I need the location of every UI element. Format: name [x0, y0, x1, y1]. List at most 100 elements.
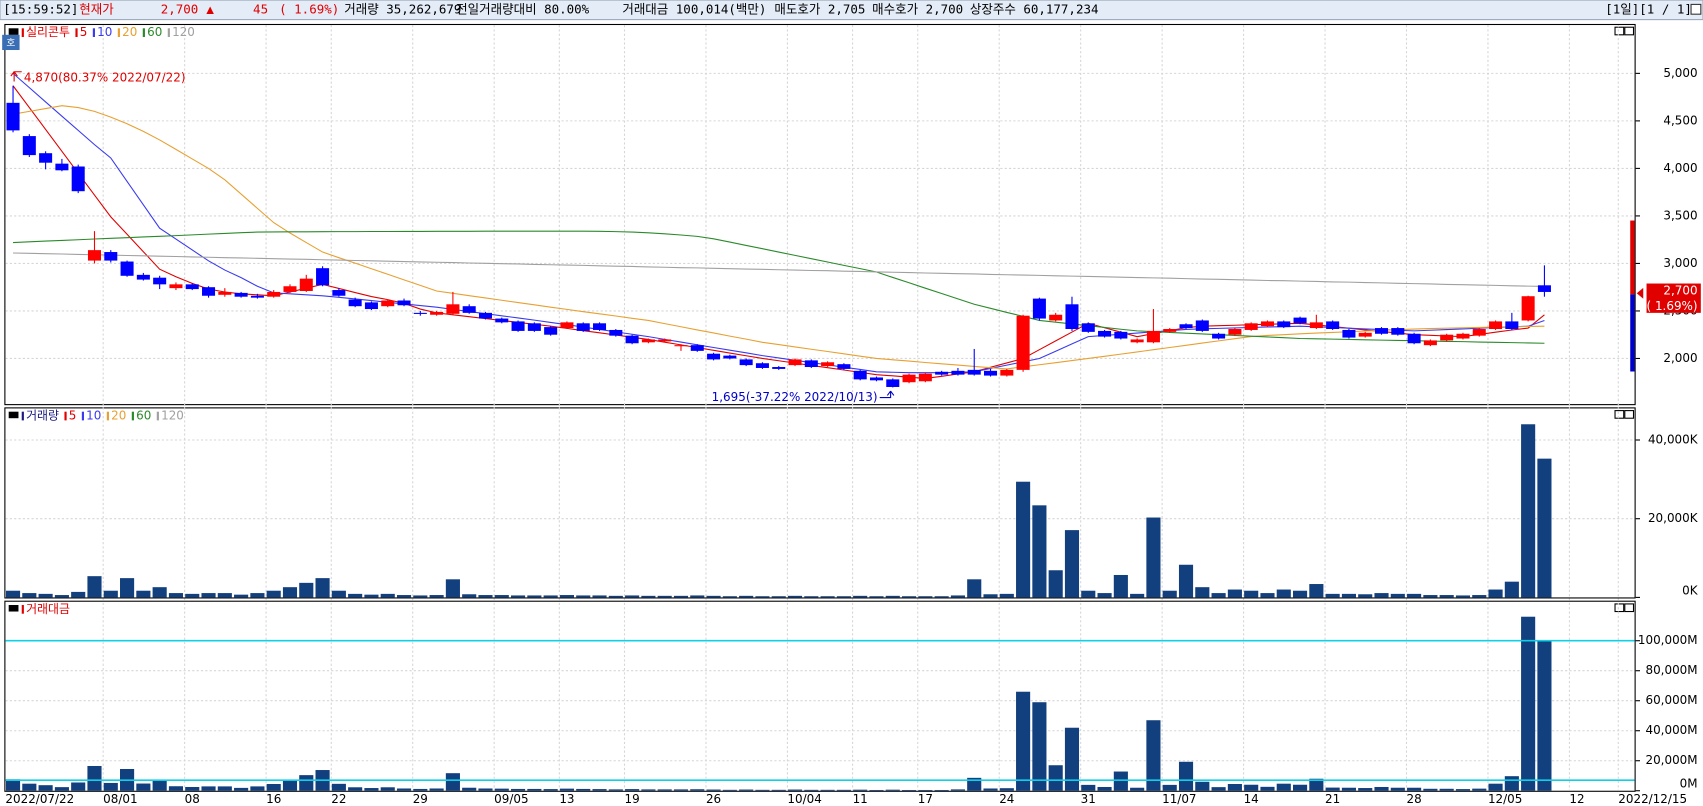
time: [15:59:52]	[3, 1, 78, 16]
candle-body	[1081, 323, 1095, 332]
bar	[266, 783, 281, 791]
price-tag-percent: ( 1.69%)	[1647, 299, 1698, 313]
order-button[interactable]	[2, 34, 20, 51]
candle-body	[511, 321, 525, 331]
y-tick-label: 60,000M	[1645, 693, 1697, 707]
bar	[478, 788, 493, 791]
bar	[934, 596, 949, 598]
bar	[250, 786, 265, 791]
candle-body	[169, 284, 183, 289]
candle-body	[544, 327, 558, 335]
order-button-label[interactable]: 호	[6, 37, 15, 49]
bar	[462, 594, 477, 598]
bar	[429, 788, 444, 791]
window-button[interactable]	[1690, 3, 1702, 15]
y-tick-label: 100,000M	[1638, 633, 1698, 647]
candle-body	[707, 353, 721, 360]
y-tick-label: 20,000M	[1645, 753, 1697, 767]
panel-button[interactable]	[1614, 603, 1625, 613]
bar	[950, 595, 965, 598]
bar	[902, 789, 917, 791]
candle-body	[1163, 329, 1177, 332]
bar	[1244, 590, 1259, 598]
bar	[396, 595, 412, 598]
y-tick-label: 0M	[1680, 777, 1698, 791]
panel-button[interactable]	[1624, 410, 1635, 419]
bar	[413, 595, 428, 598]
bar	[462, 787, 477, 791]
candle-body	[527, 323, 541, 331]
bar	[1358, 594, 1373, 598]
candle-body	[1228, 329, 1242, 335]
x-tick-label: 29	[413, 792, 428, 806]
bar	[1097, 593, 1112, 598]
bar	[739, 595, 754, 598]
bar	[185, 593, 200, 598]
candle-body	[1065, 304, 1079, 330]
bar	[657, 595, 672, 598]
volume-ratio: 전일거래량대비 80.00%	[456, 1, 589, 16]
bar	[722, 596, 737, 598]
legend-marker	[21, 28, 24, 37]
change-percent: ( 1.69%)	[279, 1, 339, 16]
bar	[608, 789, 623, 791]
bar	[1341, 787, 1356, 791]
candle-body	[1016, 315, 1030, 370]
bar	[22, 593, 37, 598]
candle-body	[625, 335, 639, 344]
candle-body	[299, 278, 313, 291]
bar	[950, 789, 965, 791]
legend-label: 10	[97, 25, 112, 39]
bar	[1325, 787, 1340, 791]
y-tick-label: 20,000K	[1648, 511, 1699, 525]
bar	[1423, 595, 1438, 598]
bar	[853, 789, 868, 791]
bar	[87, 576, 102, 598]
legend-marker	[21, 605, 24, 614]
candle-body	[690, 345, 704, 351]
bar	[168, 786, 184, 791]
panel-button[interactable]	[1624, 26, 1635, 36]
legend-label: 60	[136, 409, 151, 423]
panel-button[interactable]	[1614, 26, 1625, 36]
bar	[1472, 595, 1487, 598]
candle-body	[674, 345, 688, 347]
bar	[217, 593, 232, 598]
candle-body	[104, 252, 118, 261]
bar	[331, 590, 346, 598]
candle-body	[1537, 285, 1551, 292]
panel-button[interactable]	[1624, 603, 1635, 613]
bar	[120, 578, 135, 598]
bar	[1390, 593, 1405, 598]
bar	[136, 590, 151, 598]
bar	[71, 782, 86, 791]
candle-body	[153, 277, 167, 285]
bar	[1227, 589, 1242, 598]
bar	[445, 773, 460, 791]
bar	[1309, 584, 1324, 598]
bar	[1211, 787, 1226, 791]
bar	[1081, 590, 1096, 598]
bar	[396, 788, 412, 791]
candle-body	[1358, 332, 1372, 337]
bar	[429, 595, 444, 598]
bar	[478, 595, 493, 598]
candle-body	[6, 102, 20, 131]
y-tick-label: 80,000M	[1645, 663, 1697, 677]
panel-icon	[8, 605, 19, 612]
panel-button[interactable]	[1614, 410, 1625, 419]
candle-body	[853, 370, 867, 380]
bar	[625, 595, 640, 598]
tag-pointer	[1636, 287, 1644, 299]
bar	[559, 788, 575, 791]
candle-body	[250, 295, 264, 298]
candle-body	[71, 166, 85, 192]
y-tick-label: 3,000	[1663, 256, 1697, 270]
x-tick-label: 14	[1244, 792, 1259, 806]
legend-label: 실리콘투	[26, 25, 70, 39]
bar	[1048, 570, 1063, 598]
legend-marker	[167, 28, 170, 37]
bar	[1260, 786, 1275, 791]
bar	[1097, 786, 1112, 791]
